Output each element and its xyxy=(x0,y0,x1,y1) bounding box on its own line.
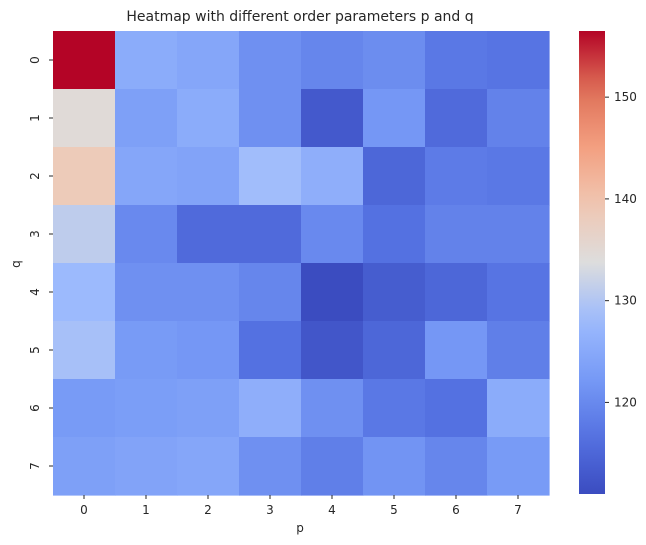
heatmap-cell xyxy=(301,89,364,148)
y-tick-label: 4 xyxy=(28,288,42,296)
heatmap-cell xyxy=(425,89,488,148)
x-tick-label: 5 xyxy=(390,503,398,517)
y-tick-label: 2 xyxy=(28,172,42,180)
heatmap-cell xyxy=(177,89,240,148)
heatmap-cell xyxy=(301,379,364,438)
heatmap-cell xyxy=(425,263,488,322)
heatmap-cell xyxy=(115,263,178,322)
heatmap-cell xyxy=(53,437,116,496)
x-axis-ticks: 0 1 2 3 4 5 6 7 xyxy=(80,495,522,517)
x-tick-label: 3 xyxy=(266,503,274,517)
heatmap-cell xyxy=(177,31,240,90)
heatmap-cell xyxy=(487,147,550,206)
heatmap-cell xyxy=(115,147,178,206)
heatmap-cell xyxy=(239,263,302,322)
heatmap-cell xyxy=(115,437,178,496)
heatmap-cell xyxy=(239,147,302,206)
heatmap-cell xyxy=(425,379,488,438)
heatmap-cells xyxy=(53,31,550,496)
y-tick-label: 5 xyxy=(28,346,42,354)
y-tick-label: 0 xyxy=(28,56,42,64)
heatmap-cell xyxy=(301,31,364,90)
heatmap-cell xyxy=(53,205,116,264)
x-axis-label: p xyxy=(296,521,304,535)
colorbar xyxy=(579,31,605,494)
heatmap-cell xyxy=(239,379,302,438)
x-tick-label: 1 xyxy=(142,503,150,517)
heatmap-cell xyxy=(177,147,240,206)
heatmap-cell xyxy=(425,321,488,380)
heatmap-cell xyxy=(363,263,426,322)
heatmap-cell xyxy=(425,437,488,496)
heatmap-cell xyxy=(301,205,364,264)
heatmap-cell xyxy=(53,147,116,206)
heatmap-cell xyxy=(487,437,550,496)
heatmap-cell xyxy=(363,205,426,264)
heatmap-cell xyxy=(301,263,364,322)
heatmap-cell xyxy=(239,321,302,380)
heatmap-cell xyxy=(53,263,116,322)
heatmap-cell xyxy=(363,89,426,148)
heatmap-cell xyxy=(301,321,364,380)
colorbar-tick-label: 150 xyxy=(614,90,637,104)
heatmap-cell xyxy=(425,205,488,264)
y-tick-label: 6 xyxy=(28,404,42,412)
colorbar-tick-label: 140 xyxy=(614,192,637,206)
heatmap-cell xyxy=(487,205,550,264)
heatmap-cell xyxy=(301,147,364,206)
heatmap-cell xyxy=(363,379,426,438)
heatmap-cell xyxy=(425,147,488,206)
colorbar-tick-label: 120 xyxy=(614,395,637,409)
heatmap-cell xyxy=(177,379,240,438)
y-axis-ticks: 0 1 2 3 4 5 6 7 xyxy=(28,56,53,470)
x-tick-label: 6 xyxy=(452,503,460,517)
heatmap-cell xyxy=(487,89,550,148)
heatmap-cell xyxy=(301,437,364,496)
heatmap-cell xyxy=(115,379,178,438)
heatmap-cell xyxy=(177,321,240,380)
heatmap-cell xyxy=(425,31,488,90)
heatmap-cell xyxy=(239,437,302,496)
y-axis-label: q xyxy=(9,260,23,268)
colorbar-tick-label: 130 xyxy=(614,294,637,308)
chart-title: Heatmap with different order parameters … xyxy=(126,9,473,25)
heatmap-cell xyxy=(115,205,178,264)
heatmap-cell xyxy=(487,31,550,90)
colorbar-ticks: 120 130 140 150 xyxy=(605,90,637,409)
heatmap-cell xyxy=(53,89,116,148)
heatmap-cell xyxy=(487,263,550,322)
heatmap-cell xyxy=(363,437,426,496)
heatmap-cell xyxy=(363,147,426,206)
heatmap-cell xyxy=(115,31,178,90)
heatmap-cell xyxy=(177,205,240,264)
x-tick-label: 7 xyxy=(514,503,522,517)
x-tick-label: 2 xyxy=(204,503,212,517)
heatmap-cell xyxy=(239,205,302,264)
heatmap-cell xyxy=(487,379,550,438)
y-tick-label: 7 xyxy=(28,462,42,470)
x-tick-label: 0 xyxy=(80,503,88,517)
heatmap-cell xyxy=(239,31,302,90)
heatmap-cell xyxy=(53,379,116,438)
heatmap-cell xyxy=(53,31,116,90)
x-tick-label: 4 xyxy=(328,503,336,517)
y-tick-label: 3 xyxy=(28,230,42,238)
heatmap-cell xyxy=(177,437,240,496)
heatmap-cell xyxy=(363,321,426,380)
heatmap-cell xyxy=(115,89,178,148)
heatmap-cell xyxy=(239,89,302,148)
heatmap-cell xyxy=(53,321,116,380)
heatmap-cell xyxy=(487,321,550,380)
y-tick-label: 1 xyxy=(28,114,42,122)
heatmap-cell xyxy=(177,263,240,322)
heatmap-cell xyxy=(115,321,178,380)
heatmap-cell xyxy=(363,31,426,90)
